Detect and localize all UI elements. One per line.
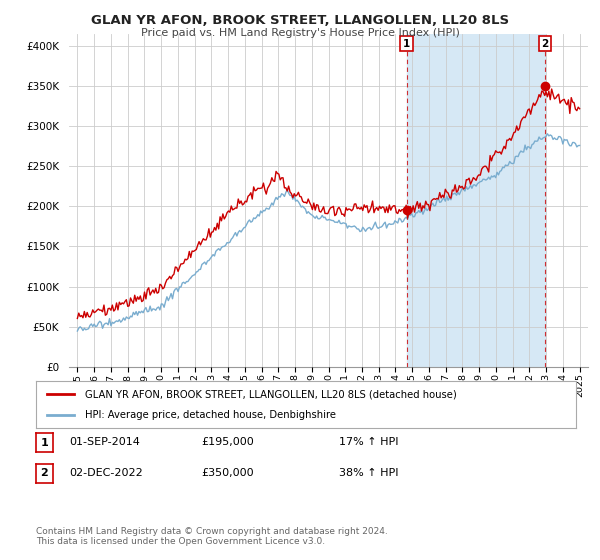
Text: 01-SEP-2014: 01-SEP-2014 bbox=[69, 437, 140, 447]
Text: Contains HM Land Registry data © Crown copyright and database right 2024.
This d: Contains HM Land Registry data © Crown c… bbox=[36, 526, 388, 546]
Text: 38% ↑ HPI: 38% ↑ HPI bbox=[339, 468, 398, 478]
Text: GLAN YR AFON, BROOK STREET, LLANGOLLEN, LL20 8LS (detached house): GLAN YR AFON, BROOK STREET, LLANGOLLEN, … bbox=[85, 389, 457, 399]
Text: 17% ↑ HPI: 17% ↑ HPI bbox=[339, 437, 398, 447]
Text: £195,000: £195,000 bbox=[201, 437, 254, 447]
Bar bbox=[407, 34, 545, 367]
Text: 2: 2 bbox=[541, 39, 548, 49]
Text: Price paid vs. HM Land Registry's House Price Index (HPI): Price paid vs. HM Land Registry's House … bbox=[140, 28, 460, 38]
Text: 02-DEC-2022: 02-DEC-2022 bbox=[69, 468, 143, 478]
Text: HPI: Average price, detached house, Denbighshire: HPI: Average price, detached house, Denb… bbox=[85, 410, 335, 420]
Text: £350,000: £350,000 bbox=[201, 468, 254, 478]
Text: 2: 2 bbox=[41, 469, 48, 478]
Text: 1: 1 bbox=[403, 39, 410, 49]
Text: 1: 1 bbox=[41, 438, 48, 447]
Text: GLAN YR AFON, BROOK STREET, LLANGOLLEN, LL20 8LS: GLAN YR AFON, BROOK STREET, LLANGOLLEN, … bbox=[91, 14, 509, 27]
